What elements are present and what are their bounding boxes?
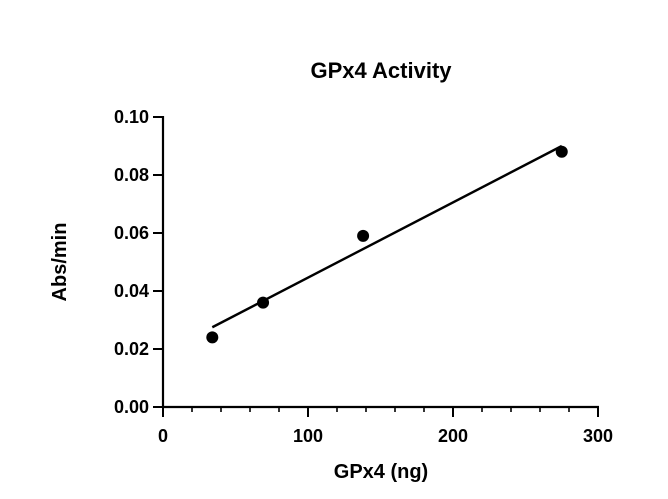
x-axis-label: GPx4 (ng) <box>334 461 428 483</box>
x-tick-label: 100 <box>293 426 323 446</box>
data-point <box>257 296 270 309</box>
y-tick-label: 0.04 <box>114 281 149 301</box>
plot-area <box>206 144 568 344</box>
x-tick-label: 0 <box>158 426 168 446</box>
y-axis-label: Abs/min <box>49 223 71 302</box>
y-tick-label: 0.10 <box>114 107 149 127</box>
data-point <box>555 145 568 158</box>
data-point <box>206 331 219 344</box>
chart-title: GPx4 Activity <box>310 58 452 83</box>
fit-line <box>211 144 563 329</box>
x-tick-label: 300 <box>583 426 613 446</box>
x-tick-label: 200 <box>438 426 468 446</box>
y-tick-label: 0.06 <box>114 223 149 243</box>
axes: 0 100 200 300 0.00 0.02 0.04 0.06 0.08 0.10 <box>114 107 613 446</box>
data-point <box>357 229 370 242</box>
y-tick-label: 0.02 <box>114 339 149 359</box>
y-tick-label: 0.00 <box>114 397 149 417</box>
y-tick-label: 0.08 <box>114 165 149 185</box>
